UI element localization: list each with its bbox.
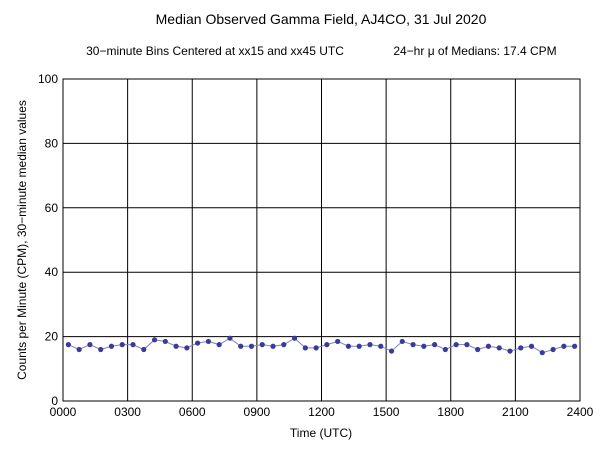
x-tick-label: 0600 [179, 405, 206, 419]
data-point [485, 343, 492, 349]
data-point [119, 342, 125, 348]
data-point [550, 346, 556, 353]
data-point [561, 343, 567, 349]
data-point [572, 343, 578, 349]
data-point [141, 346, 147, 353]
data-point [162, 338, 168, 345]
data-point [130, 342, 136, 348]
data-point [227, 335, 233, 341]
x-tick-label: 1800 [437, 405, 464, 419]
data-point [345, 343, 352, 349]
data-point [442, 346, 448, 353]
data-point [238, 343, 244, 349]
data-point [108, 343, 115, 349]
data-point [388, 348, 395, 354]
chart-subtitle-right: 24−hr μ of Medians: 17.4 CPM [393, 44, 556, 58]
data-point [205, 338, 212, 345]
x-tick-label: 0900 [244, 405, 271, 419]
chart-title: Median Observed Gamma Field, AJ4CO, 31 J… [156, 11, 487, 27]
data-point [302, 345, 308, 351]
data-point [270, 343, 276, 349]
data-point [378, 343, 384, 349]
y-tick-label: 60 [45, 201, 59, 215]
y-tick-label: 100 [38, 72, 58, 86]
data-point [291, 335, 298, 341]
data-point [464, 342, 470, 348]
data-point [248, 343, 255, 349]
y-tick-label: 40 [45, 265, 59, 279]
chart-subtitle-left: 30−minute Bins Centered at xx15 and xx45… [86, 44, 344, 58]
data-point [528, 343, 535, 349]
x-tick-label: 2100 [502, 405, 529, 419]
x-tick-label: 1200 [308, 405, 335, 419]
data-point [195, 340, 201, 346]
y-tick-label: 0 [51, 394, 58, 408]
data-point [184, 345, 190, 351]
x-tick-label: 0300 [114, 405, 141, 419]
data-point [76, 346, 82, 353]
data-point [475, 346, 481, 353]
data-point [281, 342, 287, 348]
data-point [216, 342, 222, 348]
x-tick-label: 1500 [373, 405, 400, 419]
x-tick-label: 0000 [50, 405, 77, 419]
data-point [410, 342, 416, 348]
data-point [356, 343, 362, 349]
x-tick-label: 2400 [567, 405, 594, 419]
plot-frame [62, 78, 581, 402]
data-point [87, 342, 93, 348]
data-point [98, 346, 104, 353]
grid [62, 78, 581, 402]
data-point [173, 343, 179, 349]
data-point [539, 350, 545, 356]
series [65, 335, 578, 356]
y-tick-label: 20 [45, 330, 59, 344]
data-point [324, 342, 330, 348]
data-point [518, 345, 524, 351]
data-point [65, 342, 71, 348]
data-point [496, 345, 502, 351]
data-point [431, 342, 438, 348]
data-point [259, 342, 265, 348]
data-point [335, 338, 341, 345]
data-point [151, 337, 158, 343]
y-axis-label: Counts per Minute (CPM), 30−minute media… [15, 100, 29, 380]
data-point [399, 338, 405, 345]
data-point [367, 342, 373, 348]
data-point [453, 342, 459, 348]
y-tick-label: 80 [45, 136, 59, 150]
data-point [313, 345, 319, 351]
data-point [421, 343, 427, 349]
tick-labels: 0000 0300 0600 0900 1200 1500 1800 2100 2400 0 20 4… [38, 72, 594, 419]
x-axis-label: Time (UTC) [290, 426, 352, 440]
data-point [507, 348, 513, 354]
